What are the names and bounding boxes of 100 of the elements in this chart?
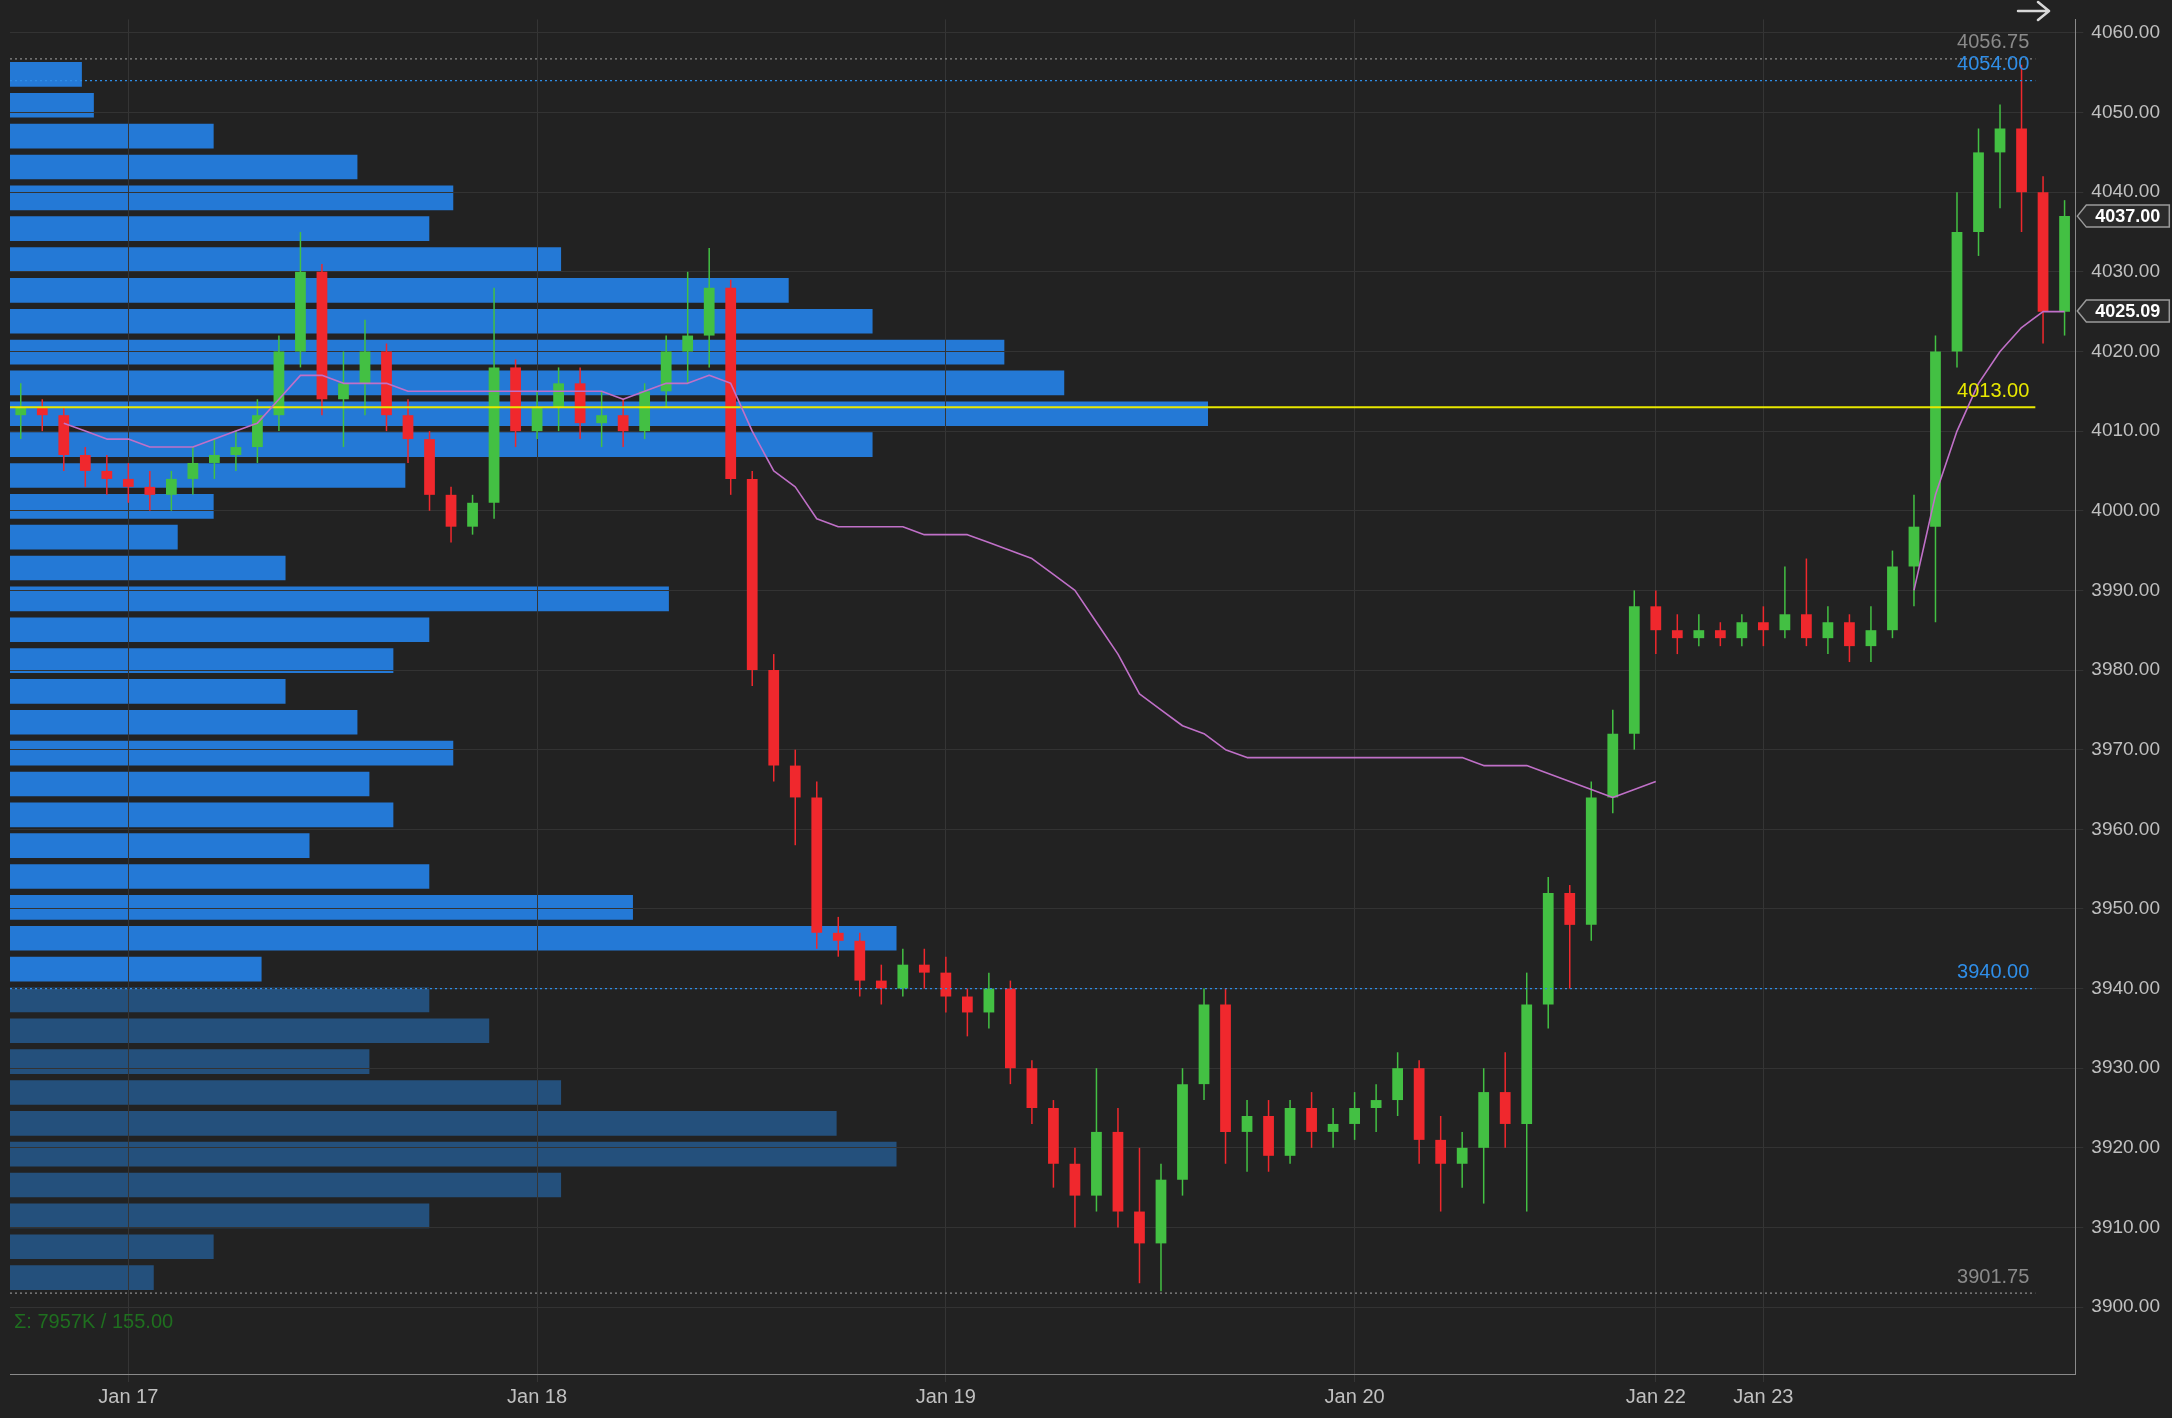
ref-line-label: 4054.00 bbox=[1957, 52, 2030, 75]
bar bbox=[10, 1265, 154, 1290]
annotation: Σ: 7957K / 155.00 bbox=[14, 1309, 174, 1332]
bar bbox=[10, 648, 394, 673]
bar bbox=[10, 586, 669, 612]
x-tick-label: Jan 22 bbox=[1625, 1384, 1686, 1407]
bar bbox=[10, 1234, 214, 1259]
candlestick bbox=[940, 955, 952, 1014]
bar bbox=[10, 740, 454, 766]
bar bbox=[10, 987, 430, 1013]
text: 4037.00 bbox=[2095, 206, 2161, 227]
candlestick bbox=[338, 350, 349, 448]
bar bbox=[10, 771, 370, 797]
candlestick bbox=[596, 390, 608, 448]
candlestick bbox=[209, 438, 220, 480]
candlestick bbox=[875, 963, 887, 1006]
y-tick-label: 3950.00 bbox=[2091, 897, 2161, 919]
bar bbox=[10, 185, 454, 210]
candlestick bbox=[467, 494, 478, 536]
bar bbox=[10, 92, 94, 118]
y-tick-label: 3930.00 bbox=[2091, 1056, 2161, 1078]
candlestick bbox=[15, 382, 27, 440]
y-tick-label: 3910.00 bbox=[2091, 1215, 2161, 1237]
candlestick bbox=[1306, 1091, 1317, 1149]
candlestick bbox=[1241, 1099, 1253, 1173]
candlestick bbox=[144, 470, 156, 512]
candlestick bbox=[1822, 605, 1834, 655]
bar bbox=[10, 493, 214, 519]
bar bbox=[10, 802, 394, 827]
candlestick bbox=[832, 916, 844, 958]
bar bbox=[10, 925, 897, 951]
y-tick-label: 4030.00 bbox=[2091, 260, 2161, 282]
candlestick bbox=[101, 454, 113, 496]
bar bbox=[10, 1018, 490, 1043]
y-tick-label: 3990.00 bbox=[2091, 578, 2161, 600]
candlestick bbox=[165, 470, 177, 512]
y-tick-label: 3960.00 bbox=[2091, 817, 2161, 839]
bar bbox=[10, 61, 82, 87]
ref-line-label: 4056.75 bbox=[1957, 30, 2030, 53]
y-tick-label: 4050.00 bbox=[2091, 100, 2161, 122]
bar bbox=[10, 894, 633, 920]
candlestick bbox=[187, 446, 199, 496]
candlestick bbox=[1650, 589, 1662, 655]
candlestick bbox=[1693, 613, 1705, 647]
bar bbox=[10, 555, 286, 581]
candlestick bbox=[79, 446, 91, 488]
bar bbox=[10, 1110, 837, 1136]
bar bbox=[10, 1049, 370, 1074]
y-tick-label: 3980.00 bbox=[2091, 658, 2161, 680]
candlestick bbox=[1714, 621, 1726, 647]
candlestick bbox=[1865, 605, 1877, 663]
x-tick-label: Jan 20 bbox=[1324, 1384, 1385, 1407]
bar bbox=[10, 864, 430, 889]
candlestick bbox=[1349, 1091, 1360, 1141]
bar bbox=[10, 1172, 562, 1198]
candlestick bbox=[1327, 1107, 1339, 1149]
bar bbox=[10, 524, 178, 550]
candlestick bbox=[1435, 1115, 1447, 1213]
candlestick bbox=[897, 948, 909, 998]
candlestick bbox=[1370, 1083, 1382, 1133]
candlestick bbox=[553, 366, 564, 432]
candlestick bbox=[1671, 613, 1683, 655]
y-tick-label: 4040.00 bbox=[2091, 180, 2161, 202]
candlestick bbox=[402, 398, 414, 464]
y-tick-label: 3900.00 bbox=[2091, 1295, 2161, 1317]
y-tick-label: 4010.00 bbox=[2091, 419, 2161, 441]
bar bbox=[10, 216, 430, 241]
candlestick bbox=[122, 462, 134, 504]
y-tick-label: 4000.00 bbox=[2091, 498, 2161, 520]
candlestick bbox=[36, 398, 48, 432]
bar bbox=[10, 709, 358, 735]
bar bbox=[10, 247, 562, 272]
candlestick bbox=[617, 398, 629, 448]
text: 4025.09 bbox=[2095, 300, 2161, 321]
x-tick-label: Jan 19 bbox=[915, 1384, 976, 1407]
bar bbox=[10, 1203, 430, 1229]
candlestick bbox=[961, 987, 973, 1038]
candlestick bbox=[1736, 613, 1748, 647]
bar bbox=[10, 123, 214, 149]
candlestick bbox=[1844, 613, 1855, 663]
bar bbox=[10, 462, 406, 488]
bar bbox=[10, 956, 262, 982]
candlestick bbox=[682, 271, 694, 385]
y-tick-label: 4020.00 bbox=[2091, 339, 2161, 361]
candlestick bbox=[1779, 565, 1791, 639]
bar bbox=[10, 154, 358, 180]
ref-line-label: 3940.00 bbox=[1957, 960, 2030, 983]
candlestick bbox=[1801, 557, 1812, 647]
candlestick bbox=[983, 971, 995, 1030]
bar bbox=[10, 833, 310, 858]
x-tick-label: Jan 18 bbox=[507, 1384, 568, 1407]
candlestick bbox=[230, 430, 242, 472]
bar bbox=[10, 617, 430, 642]
candlestick bbox=[1456, 1131, 1468, 1189]
x-tick-label: Jan 17 bbox=[98, 1384, 159, 1407]
bar bbox=[10, 1079, 562, 1105]
ref-line-label: 3901.75 bbox=[1957, 1264, 2030, 1287]
candlestick bbox=[1757, 605, 1769, 647]
y-tick-label: 3940.00 bbox=[2091, 976, 2161, 998]
candlestick bbox=[918, 948, 930, 990]
